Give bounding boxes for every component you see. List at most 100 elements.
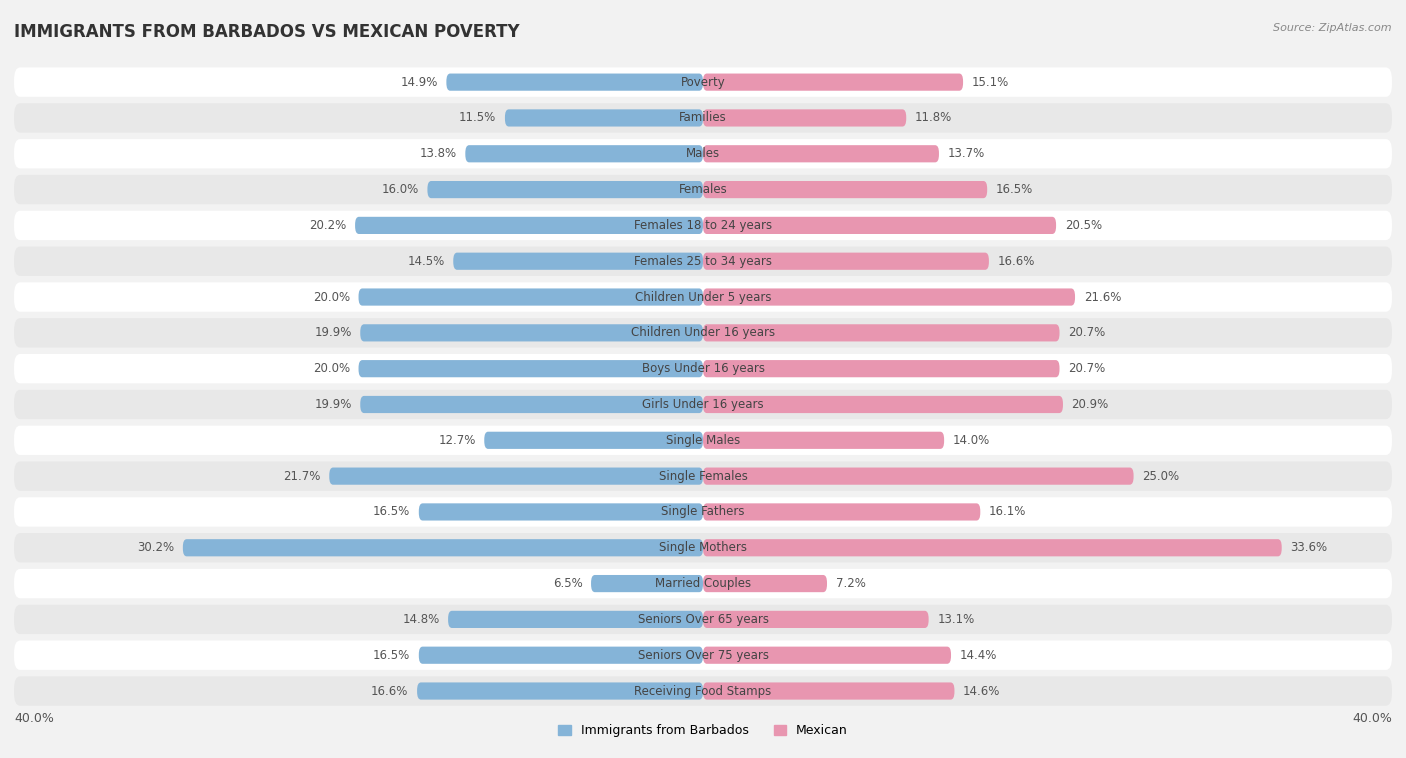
Text: Single Females: Single Females [658, 470, 748, 483]
Text: 21.7%: 21.7% [283, 470, 321, 483]
Text: Receiving Food Stamps: Receiving Food Stamps [634, 684, 772, 697]
Text: Girls Under 16 years: Girls Under 16 years [643, 398, 763, 411]
FancyBboxPatch shape [14, 569, 1392, 598]
Text: 14.5%: 14.5% [408, 255, 444, 268]
Text: 20.7%: 20.7% [1069, 362, 1105, 375]
FancyBboxPatch shape [14, 676, 1392, 706]
Text: 40.0%: 40.0% [14, 712, 53, 725]
FancyBboxPatch shape [360, 324, 703, 341]
FancyBboxPatch shape [14, 282, 1392, 312]
FancyBboxPatch shape [14, 497, 1392, 527]
Text: 20.7%: 20.7% [1069, 327, 1105, 340]
Text: Poverty: Poverty [681, 76, 725, 89]
Text: 16.6%: 16.6% [997, 255, 1035, 268]
FancyBboxPatch shape [703, 109, 907, 127]
Text: 20.2%: 20.2% [309, 219, 346, 232]
Text: 20.0%: 20.0% [312, 290, 350, 303]
Text: 19.9%: 19.9% [315, 398, 352, 411]
FancyBboxPatch shape [703, 217, 1056, 234]
Text: Single Males: Single Males [666, 434, 740, 446]
FancyBboxPatch shape [419, 503, 703, 521]
FancyBboxPatch shape [591, 575, 703, 592]
FancyBboxPatch shape [703, 503, 980, 521]
FancyBboxPatch shape [703, 252, 988, 270]
Text: 30.2%: 30.2% [138, 541, 174, 554]
FancyBboxPatch shape [14, 605, 1392, 634]
FancyBboxPatch shape [14, 390, 1392, 419]
Text: 6.5%: 6.5% [553, 577, 582, 590]
Text: 11.8%: 11.8% [915, 111, 952, 124]
Text: Source: ZipAtlas.com: Source: ZipAtlas.com [1274, 23, 1392, 33]
FancyBboxPatch shape [356, 217, 703, 234]
Text: Children Under 5 years: Children Under 5 years [634, 290, 772, 303]
Legend: Immigrants from Barbados, Mexican: Immigrants from Barbados, Mexican [553, 719, 853, 742]
Text: Females: Females [679, 183, 727, 196]
FancyBboxPatch shape [359, 289, 703, 305]
FancyBboxPatch shape [14, 318, 1392, 347]
FancyBboxPatch shape [359, 360, 703, 377]
FancyBboxPatch shape [703, 468, 1133, 484]
Text: Single Mothers: Single Mothers [659, 541, 747, 554]
FancyBboxPatch shape [465, 146, 703, 162]
Text: 16.0%: 16.0% [381, 183, 419, 196]
FancyBboxPatch shape [14, 462, 1392, 491]
Text: 20.9%: 20.9% [1071, 398, 1109, 411]
FancyBboxPatch shape [703, 539, 1282, 556]
FancyBboxPatch shape [505, 109, 703, 127]
FancyBboxPatch shape [703, 324, 1060, 341]
Text: 7.2%: 7.2% [835, 577, 866, 590]
Text: 21.6%: 21.6% [1084, 290, 1121, 303]
Text: 33.6%: 33.6% [1291, 541, 1327, 554]
Text: 13.7%: 13.7% [948, 147, 984, 160]
FancyBboxPatch shape [453, 252, 703, 270]
FancyBboxPatch shape [703, 432, 945, 449]
FancyBboxPatch shape [14, 354, 1392, 384]
FancyBboxPatch shape [703, 682, 955, 700]
FancyBboxPatch shape [703, 289, 1076, 305]
Text: 14.0%: 14.0% [953, 434, 990, 446]
FancyBboxPatch shape [14, 103, 1392, 133]
Text: 14.9%: 14.9% [401, 76, 437, 89]
Text: Seniors Over 75 years: Seniors Over 75 years [637, 649, 769, 662]
FancyBboxPatch shape [14, 67, 1392, 97]
Text: 25.0%: 25.0% [1142, 470, 1180, 483]
FancyBboxPatch shape [427, 181, 703, 198]
FancyBboxPatch shape [446, 74, 703, 91]
Text: 40.0%: 40.0% [1353, 712, 1392, 725]
FancyBboxPatch shape [14, 139, 1392, 168]
Text: 16.5%: 16.5% [373, 506, 411, 518]
Text: 15.1%: 15.1% [972, 76, 1010, 89]
Text: Families: Families [679, 111, 727, 124]
Text: 16.1%: 16.1% [988, 506, 1026, 518]
FancyBboxPatch shape [418, 682, 703, 700]
FancyBboxPatch shape [703, 74, 963, 91]
FancyBboxPatch shape [329, 468, 703, 484]
FancyBboxPatch shape [484, 432, 703, 449]
FancyBboxPatch shape [360, 396, 703, 413]
FancyBboxPatch shape [14, 426, 1392, 455]
FancyBboxPatch shape [14, 246, 1392, 276]
Text: 20.5%: 20.5% [1064, 219, 1102, 232]
FancyBboxPatch shape [703, 611, 928, 628]
FancyBboxPatch shape [703, 575, 827, 592]
FancyBboxPatch shape [703, 360, 1060, 377]
Text: 16.5%: 16.5% [995, 183, 1033, 196]
FancyBboxPatch shape [449, 611, 703, 628]
Text: 14.8%: 14.8% [402, 613, 440, 626]
Text: 13.1%: 13.1% [938, 613, 974, 626]
Text: Boys Under 16 years: Boys Under 16 years [641, 362, 765, 375]
FancyBboxPatch shape [703, 647, 950, 664]
Text: 16.5%: 16.5% [373, 649, 411, 662]
Text: Single Fathers: Single Fathers [661, 506, 745, 518]
FancyBboxPatch shape [14, 211, 1392, 240]
Text: 11.5%: 11.5% [460, 111, 496, 124]
Text: Males: Males [686, 147, 720, 160]
FancyBboxPatch shape [14, 533, 1392, 562]
Text: 20.0%: 20.0% [312, 362, 350, 375]
FancyBboxPatch shape [183, 539, 703, 556]
FancyBboxPatch shape [703, 146, 939, 162]
Text: IMMIGRANTS FROM BARBADOS VS MEXICAN POVERTY: IMMIGRANTS FROM BARBADOS VS MEXICAN POVE… [14, 23, 520, 41]
Text: 19.9%: 19.9% [315, 327, 352, 340]
FancyBboxPatch shape [703, 181, 987, 198]
Text: Females 25 to 34 years: Females 25 to 34 years [634, 255, 772, 268]
